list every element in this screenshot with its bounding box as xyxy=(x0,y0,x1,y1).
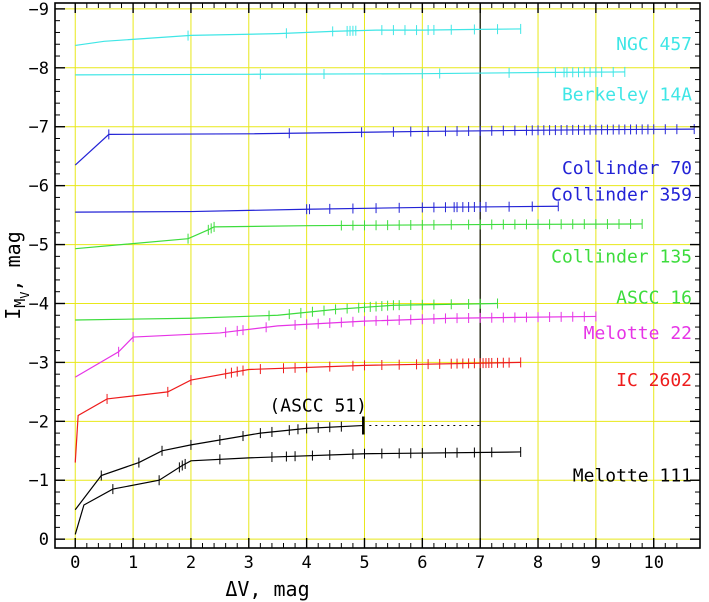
label-layer: NGC 457 Berkeley 14A Collinder 70 Collinder… xyxy=(269,34,692,486)
series-collinder-359 xyxy=(75,201,559,215)
series-ic-2602 xyxy=(74,357,522,463)
x-tick-label: 9 xyxy=(591,553,601,573)
y-tick-label: −7 xyxy=(29,118,49,138)
y-tick-label: −4 xyxy=(29,294,49,314)
series-label: IC 2602 xyxy=(616,370,692,391)
x-tick-label: 7 xyxy=(475,553,485,573)
series-label: ASCC 16 xyxy=(616,288,692,309)
series-line xyxy=(75,71,625,76)
y-axis-title-main: I xyxy=(1,308,25,320)
y-axis-title: IMV, mag xyxy=(1,231,32,320)
series-label: Collinder 135 xyxy=(551,246,692,267)
y-axis-title-sub: M xyxy=(11,299,29,308)
series-label: Melotte 22 xyxy=(584,323,692,344)
y-tick-label: −5 xyxy=(29,236,49,256)
x-tick-label: 3 xyxy=(244,553,254,573)
y-axis-title-subsub: V xyxy=(18,291,32,298)
series-melotte-111 xyxy=(74,446,522,535)
series-label: Collinder 70 xyxy=(562,158,692,179)
y-tick-label: −2 xyxy=(29,412,49,432)
x-tick-label: 2 xyxy=(186,553,196,573)
series-line xyxy=(74,315,596,378)
series-ascc-16 xyxy=(75,298,499,321)
series-line xyxy=(74,361,521,463)
series-label: Melotte 111 xyxy=(573,466,692,487)
series-label: Berkeley 14A xyxy=(562,84,692,105)
series-collinder-70 xyxy=(74,124,695,166)
x-tick-label: 10 xyxy=(643,553,663,573)
y-axis-title-rest: , mag xyxy=(1,231,25,291)
x-tick-label: 4 xyxy=(302,553,312,573)
series-layer xyxy=(74,23,695,535)
series-melotte-22 xyxy=(74,311,597,378)
series-ngc-457 xyxy=(75,23,522,47)
x-tick-label: 8 xyxy=(533,553,543,573)
series-line xyxy=(74,451,521,535)
series-line xyxy=(75,28,521,47)
y-tick-label: −3 xyxy=(29,353,49,373)
series-label: (ASCC 51) xyxy=(269,395,367,416)
series-berkeley-14a xyxy=(75,66,626,80)
grid-layer xyxy=(55,3,700,548)
y-tick-label: −8 xyxy=(29,59,49,79)
y-tick-label: 0 xyxy=(39,530,49,550)
y-tick-label: −1 xyxy=(29,471,49,491)
x-tick-label: 6 xyxy=(417,553,427,573)
series-label: Collinder 359 xyxy=(551,184,692,205)
axis-layer: 0 1 2 3 4 5 6 7 8 9 10 0 −1 −2 −3 −4 −5 −6 −7 −8 −9 xyxy=(29,0,701,573)
series-label: NGC 457 xyxy=(616,34,692,55)
x-axis-title: ΔV, mag xyxy=(225,577,309,601)
x-tick-label: 5 xyxy=(359,553,369,573)
y-tick-label: −9 xyxy=(29,0,49,20)
series-line xyxy=(74,128,695,166)
plot-frame xyxy=(54,2,701,549)
series-collinder-135 xyxy=(75,218,643,250)
x-tick-label: 1 xyxy=(128,553,138,573)
series-ascc-51 xyxy=(74,416,481,511)
x-tick-label: 0 xyxy=(70,553,80,573)
y-tick-label: −6 xyxy=(29,177,49,197)
